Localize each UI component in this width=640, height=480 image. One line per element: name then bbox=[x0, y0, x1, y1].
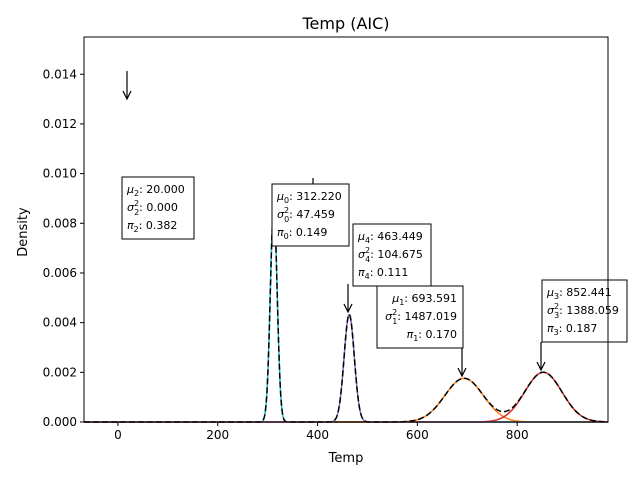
annotation-arrowhead bbox=[122, 90, 132, 101]
annotation-value: 0.111 bbox=[377, 266, 409, 279]
annotation-variance: σ2 3: 1388.059 bbox=[547, 302, 619, 320]
y-tick-label: 0.008 bbox=[43, 216, 77, 230]
annotation-pi: π1: 0.170 bbox=[407, 328, 457, 343]
annotation-value: 0.170 bbox=[426, 328, 458, 341]
annotation-box bbox=[121, 176, 195, 240]
x-axis-label: Temp bbox=[328, 451, 364, 466]
annotation-variance: σ2 0: 47.459 bbox=[277, 206, 335, 224]
annotation-arrowhead bbox=[457, 367, 467, 378]
annotation-mu: μ1: 693.591 bbox=[391, 292, 457, 307]
annotation-value: 104.675 bbox=[377, 248, 423, 261]
annotation-box bbox=[541, 279, 628, 343]
y-axis-ticks: 0.000 0.002 0.004 0.006 0.008 0.010 0.012 0.014 bbox=[43, 67, 84, 429]
y-tick-label: 0.014 bbox=[43, 67, 77, 81]
y-tick-label: 0.004 bbox=[43, 316, 77, 330]
annotation-value: 463.449 bbox=[377, 230, 423, 243]
annotation-value: 20.000 bbox=[146, 183, 185, 196]
annotation-arrowhead bbox=[536, 361, 546, 372]
annotation-pi: π2: 0.382 bbox=[127, 219, 177, 234]
annotation-value: 312.220 bbox=[296, 190, 342, 203]
annotation-value: 1388.059 bbox=[566, 304, 619, 317]
annotation-mu: μ0: 312.220 bbox=[276, 190, 342, 205]
annotation-mu: μ2: 20.000 bbox=[126, 183, 185, 198]
annotation-pi: π0: 0.149 bbox=[277, 226, 327, 241]
y-tick-label: 0.000 bbox=[43, 415, 77, 429]
x-tick-label: 200 bbox=[206, 428, 229, 442]
annotation-value: 47.459 bbox=[296, 208, 335, 221]
annotation-value: 0.000 bbox=[146, 201, 178, 214]
annotation-value: 852.441 bbox=[566, 286, 612, 299]
annotation-value: 0.187 bbox=[566, 322, 598, 335]
annotation-arrowhead bbox=[343, 303, 353, 314]
annotation-pi: π4: 0.111 bbox=[358, 266, 408, 281]
annotation-variance: σ2 4: 104.675 bbox=[358, 246, 423, 264]
y-axis-label: Density bbox=[16, 207, 31, 257]
y-tick-label: 0.002 bbox=[43, 365, 77, 379]
annotation-pi: π3: 0.187 bbox=[547, 322, 597, 337]
annotation-value: 0.149 bbox=[296, 226, 328, 239]
y-tick-label: 0.012 bbox=[43, 117, 77, 131]
x-axis-ticks: 0 200 400 600 800 bbox=[114, 422, 529, 442]
x-tick-label: 400 bbox=[306, 428, 329, 442]
x-tick-label: 600 bbox=[406, 428, 429, 442]
y-tick-label: 0.006 bbox=[43, 266, 77, 280]
annotation-mu: μ4: 463.449 bbox=[357, 230, 423, 245]
annotation-value: 0.382 bbox=[146, 219, 178, 232]
annotation-value: 693.591 bbox=[412, 292, 458, 305]
annotation-value: 1487.019 bbox=[405, 310, 458, 323]
y-tick-label: 0.010 bbox=[43, 167, 77, 181]
mixture-curve bbox=[84, 206, 608, 423]
annotation-box bbox=[352, 223, 432, 287]
plot-area-frame bbox=[83, 36, 609, 423]
annotation-variance: σ2 1: 1487.019 bbox=[385, 308, 457, 326]
x-tick-label: 0 bbox=[114, 428, 122, 442]
annotation-variance: σ2 2: 0.000 bbox=[127, 199, 178, 217]
chart-title: Temp (AIC) bbox=[301, 14, 389, 33]
annotation-mu: μ3: 852.441 bbox=[546, 286, 612, 301]
annotation-box bbox=[271, 183, 350, 247]
x-tick-label: 800 bbox=[506, 428, 529, 442]
